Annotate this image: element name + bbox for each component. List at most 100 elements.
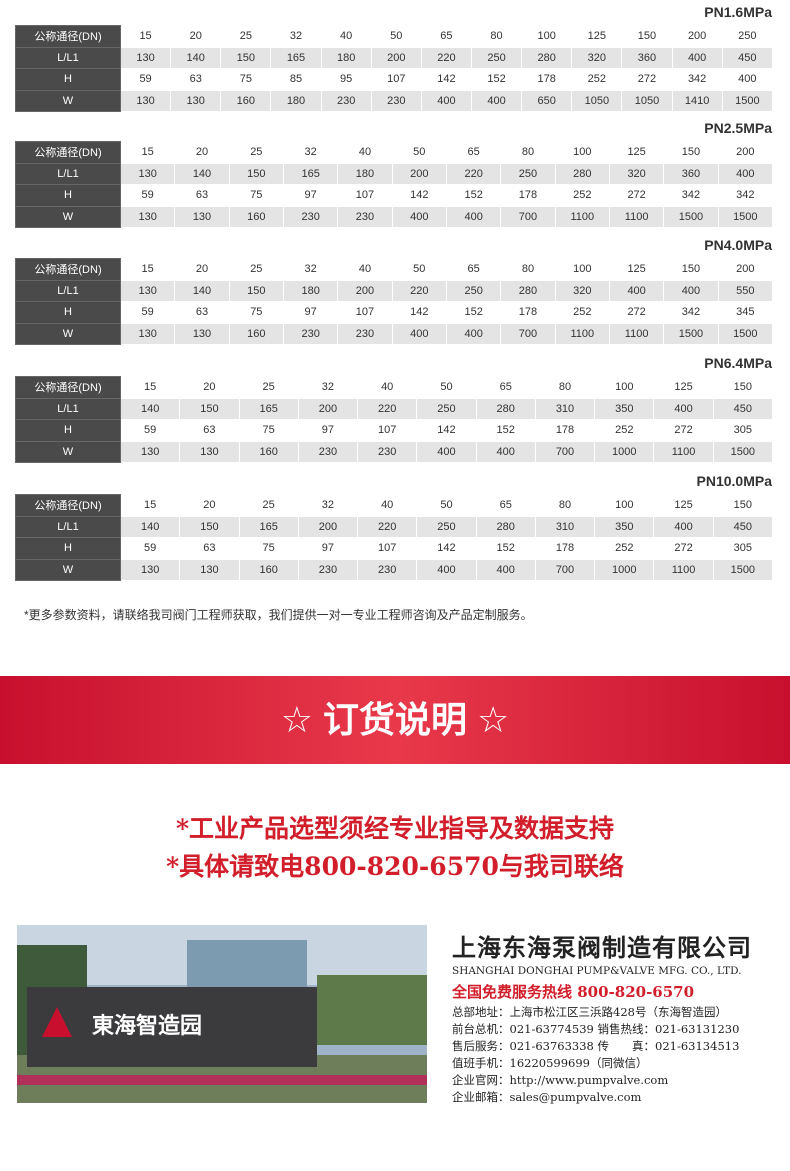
spec-table: 公称通径(DN) 15 20 25 32 40 50 65 80 100 125 150 200 L/L1… (15, 141, 774, 228)
table-row: L/L1 130 140 150 180 200 220 250 280 320 400 400 550 (15, 279, 774, 302)
table-cell: 1100 (554, 205, 610, 228)
table-cell: 200 (297, 397, 359, 420)
table-cell: 63 (179, 419, 240, 442)
table-cell: 63 (170, 68, 222, 91)
table-row: 公称通径(DN) 15 20 25 32 40 50 65 80 100 125 150 200 250 (15, 25, 774, 48)
table-cell: 320 (608, 162, 665, 185)
table-cell: 130 (119, 162, 176, 185)
table-cell: 342 (671, 68, 723, 91)
spec-table: 公称通径(DN) 15 20 25 32 40 50 65 80 100 125 150 L/L1 140… (15, 376, 774, 463)
row-label: H (15, 184, 121, 207)
table-cell: 280 (475, 397, 536, 420)
table-row: H 59 63 75 97 107 142 152 178 252 272 305 (15, 419, 774, 442)
table-cell: 342 (663, 301, 719, 324)
table-cell: 130 (119, 89, 172, 112)
table-row: L/L1 130 140 150 165 180 200 220 250 280 320 360 400… (15, 46, 774, 69)
table-cell: 97 (282, 301, 339, 324)
table-cell: 450 (721, 46, 774, 69)
table-row: W 130 130 160 230 230 400 400 700 1000 1100 1500 (15, 558, 774, 581)
table-cell: 178 (500, 301, 556, 324)
table-cell: 400 (475, 558, 536, 581)
table-cell: 152 (470, 68, 523, 91)
table-title: PN6.4MPa (704, 355, 772, 371)
row-label: W (15, 440, 121, 463)
table-row: W 130 130 160 230 230 400 400 700 1000 1100 1500 (15, 440, 774, 463)
table-cell: 32 (297, 494, 359, 517)
table-cell: 130 (174, 205, 230, 228)
company-photo: 東海智造园 (17, 925, 427, 1103)
table-cell: 230 (282, 205, 339, 228)
table-cell: 345 (717, 301, 774, 324)
table-cell: 125 (608, 258, 665, 281)
table-cell: 1000 (594, 440, 655, 463)
table-cell: 152 (445, 301, 502, 324)
table-cell: 50 (370, 25, 422, 48)
table-cell: 272 (621, 68, 673, 91)
order-lines: *工业产品选型须经专业指导及数据支持 *具体请致电800-820-6570与我司… (0, 810, 790, 886)
table-cell: 400 (671, 46, 723, 69)
table-cell: 230 (337, 322, 393, 345)
table-cell: 700 (534, 440, 596, 463)
table-cell: 25 (228, 141, 284, 164)
row-label: W (15, 205, 121, 228)
table-cell: 150 (179, 397, 240, 420)
row-label: H (15, 301, 121, 324)
table-cell: 50 (391, 141, 447, 164)
table-cell: 100 (554, 141, 610, 164)
table-cell: 250 (416, 397, 477, 420)
table-cell: 160 (228, 205, 284, 228)
table-cell: 32 (270, 25, 322, 48)
table-cell: 180 (320, 46, 372, 69)
row-label: W (15, 322, 121, 345)
table-cell: 342 (663, 184, 719, 207)
table-cell: 160 (238, 558, 299, 581)
table-cell: 400 (391, 205, 447, 228)
company-info: 上海东海泵阀制造有限公司 SHANGHAI DONGHAI PUMP&VALVE… (452, 928, 772, 1106)
table-cell: 1100 (554, 322, 610, 345)
table-cell: 165 (270, 46, 322, 69)
table-cell: 310 (534, 515, 596, 538)
table-cell: 150 (663, 141, 719, 164)
table-row: 公称通径(DN) 15 20 25 32 40 50 65 80 100 125 150 (15, 494, 774, 517)
table-cell: 40 (337, 141, 393, 164)
table-cell: 230 (297, 558, 359, 581)
table-cell: 125 (608, 141, 665, 164)
table-cell: 40 (337, 258, 393, 281)
table-cell: 400 (475, 440, 536, 463)
table-cell: 252 (594, 419, 655, 442)
table-cell: 280 (521, 46, 573, 69)
table-cell: 700 (500, 205, 556, 228)
table-cell: 252 (554, 301, 610, 324)
table-cell: 160 (220, 89, 272, 112)
table-cell: 360 (621, 46, 673, 69)
table-title: PN2.5MPa (704, 120, 772, 136)
table-cell: 220 (357, 397, 418, 420)
table-cell: 130 (119, 279, 176, 302)
table-cell: 40 (357, 376, 418, 399)
table-cell: 280 (475, 515, 536, 538)
table-cell: 200 (671, 25, 723, 48)
table-cell: 178 (534, 537, 596, 560)
row-label: W (15, 89, 121, 112)
table-cell: 320 (571, 46, 623, 69)
table-cell: 95 (320, 68, 372, 91)
table-cell: 178 (534, 419, 596, 442)
table-cell: 20 (170, 25, 222, 48)
table-cell: 450 (712, 397, 774, 420)
table-row: H 59 63 75 85 95 107 142 152 178 252 272 342 400 (15, 68, 774, 91)
table-cell: 140 (174, 279, 230, 302)
company-name-en: SHANGHAI DONGHAI PUMP&VALVE MFG. CO., LT… (452, 965, 742, 977)
table-cell: 65 (475, 494, 536, 517)
table-cell: 305 (712, 537, 774, 560)
table-cell: 200 (717, 141, 774, 164)
table-cell: 25 (238, 376, 299, 399)
table-cell: 400 (416, 558, 477, 581)
table-cell: 700 (500, 322, 556, 345)
row-label: L/L1 (15, 397, 121, 420)
table-cell: 272 (608, 184, 665, 207)
table-cell: 107 (337, 184, 393, 207)
table-cell: 65 (420, 25, 472, 48)
table-cell: 80 (534, 376, 596, 399)
table-cell: 150 (228, 279, 284, 302)
